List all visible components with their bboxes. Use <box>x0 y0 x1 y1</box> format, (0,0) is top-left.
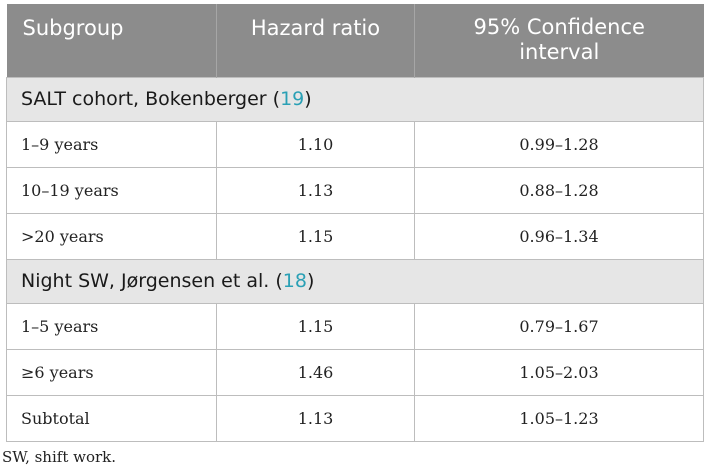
confidence-interval-cell: 0.99–1.28 <box>414 120 704 168</box>
table-row: 1–9 years 1.10 0.99–1.28 <box>6 120 704 168</box>
subgroup-cell: 1–5 years <box>6 302 217 350</box>
section-row-salt: SALT cohort, Bokenberger (19) <box>6 76 704 122</box>
hazard-ratio-cell: 1.46 <box>216 348 415 396</box>
hazard-ratio-table: Subgroup Hazard ratio 95% Confidence int… <box>6 4 704 442</box>
subgroup-cell: 1–9 years <box>6 120 217 168</box>
table-row: ≥6 years 1.46 1.05–2.03 <box>6 348 704 396</box>
section-title-close: ) <box>306 270 315 292</box>
section-title: SALT cohort, Bokenberger (19) <box>6 76 704 122</box>
subgroup-cell: 10–19 years <box>6 166 217 214</box>
section-row-night-sw: Night SW, Jørgensen et al. (18) <box>6 258 704 304</box>
header-ci-line2: interval <box>519 40 600 65</box>
header-hazard-ratio: Hazard ratio <box>216 4 415 77</box>
reference-link[interactable]: 18 <box>282 270 307 292</box>
confidence-interval-cell: 1.05–2.03 <box>414 348 704 396</box>
section-title-text: Night SW, Jørgensen et al. ( <box>21 270 283 292</box>
subgroup-cell: ≥6 years <box>6 348 217 396</box>
table-footnote: SW, shift work. <box>2 448 117 466</box>
section-title-close: ) <box>304 88 312 110</box>
confidence-interval-cell: 0.88–1.28 <box>414 166 704 214</box>
table-header-row: Subgroup Hazard ratio 95% Confidence int… <box>6 4 704 77</box>
confidence-interval-cell: 0.79–1.67 <box>414 302 704 350</box>
table-row: Subtotal 1.13 1.05–1.23 <box>6 394 704 442</box>
hazard-ratio-cell: 1.15 <box>216 212 415 260</box>
hazard-ratio-cell: 1.10 <box>216 120 415 168</box>
header-subgroup: Subgroup <box>6 4 217 77</box>
confidence-interval-cell: 1.05–1.23 <box>414 394 704 442</box>
subgroup-cell: Subtotal <box>6 394 217 442</box>
section-title: Night SW, Jørgensen et al. (18) <box>6 258 704 304</box>
table-row: 1–5 years 1.15 0.79–1.67 <box>6 302 704 350</box>
header-confidence-interval: 95% Confidence interval <box>414 4 704 77</box>
header-ci-line1: 95% Confidence <box>473 15 645 40</box>
confidence-interval-cell: 0.96–1.34 <box>414 212 704 260</box>
hazard-ratio-cell: 1.15 <box>216 302 415 350</box>
hazard-ratio-cell: 1.13 <box>216 394 415 442</box>
table-row: >20 years 1.15 0.96–1.34 <box>6 212 704 260</box>
section-title-text: SALT cohort, Bokenberger ( <box>21 88 281 110</box>
subgroup-cell: >20 years <box>6 212 217 260</box>
reference-link[interactable]: 19 <box>280 88 305 110</box>
hazard-ratio-cell: 1.13 <box>216 166 415 214</box>
table-row: 10–19 years 1.13 0.88–1.28 <box>6 166 704 214</box>
